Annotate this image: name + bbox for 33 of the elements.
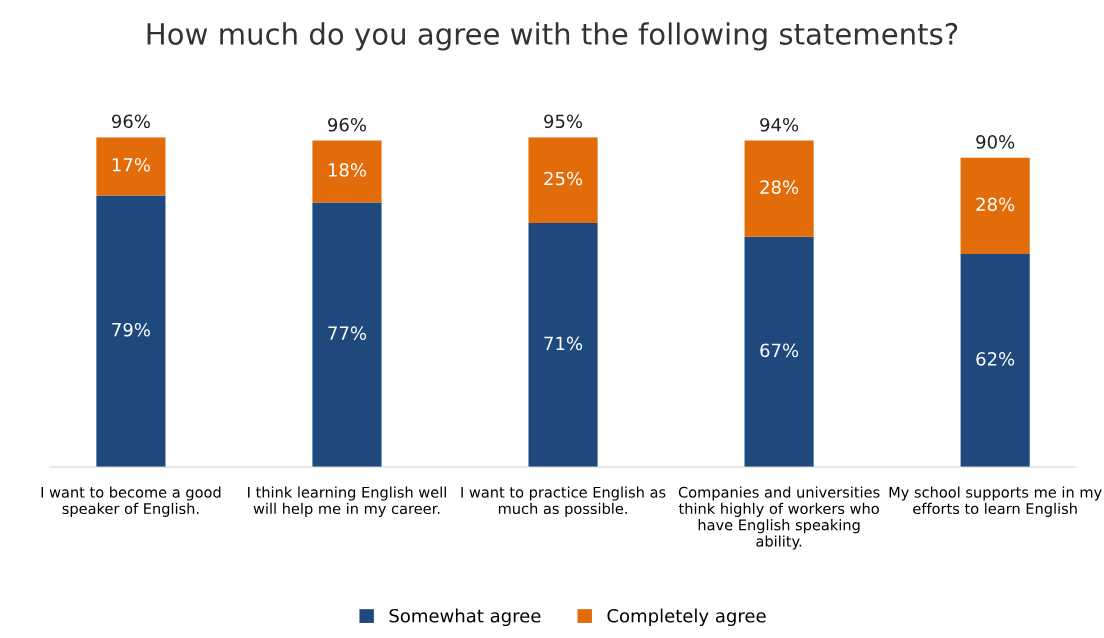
bar bbox=[312, 202, 382, 468]
data-label: 17% bbox=[112, 157, 150, 172]
data-label: 28% bbox=[760, 180, 799, 194]
total-label: 96% bbox=[328, 117, 367, 132]
bar bbox=[960, 253, 1030, 468]
bar bbox=[744, 140, 814, 237]
x-tick-label: Companies and universities think highly of workers who have English speaking ability. bbox=[678, 486, 880, 550]
total-label: 96% bbox=[111, 114, 150, 129]
data-label: 18% bbox=[328, 163, 367, 177]
legend-label: Somewhat agree bbox=[389, 608, 541, 627]
total-label: 90% bbox=[976, 135, 1015, 149]
total-label: 95% bbox=[544, 114, 583, 129]
bar bbox=[528, 137, 598, 224]
bar bbox=[528, 223, 598, 468]
x-tick-label: I think learning English well will help me in my career. bbox=[248, 486, 446, 517]
x-tick-label: My school supports me in my efforts to learn English bbox=[889, 486, 1102, 517]
legend-label: Completely agree bbox=[607, 608, 766, 627]
data-label: 25% bbox=[544, 171, 583, 186]
data-label: 28% bbox=[976, 197, 1015, 212]
data-label: 77% bbox=[328, 326, 367, 340]
chart-title: How much do you agree with the following statements? bbox=[147, 22, 958, 51]
data-label: 71% bbox=[544, 336, 583, 351]
data-label: 79% bbox=[112, 322, 150, 337]
bar bbox=[96, 137, 166, 196]
bar bbox=[744, 236, 814, 468]
bar bbox=[960, 157, 1030, 254]
x-tick-label: I want to become a good speaker of English. bbox=[41, 486, 221, 517]
bar bbox=[96, 195, 166, 468]
bar bbox=[312, 140, 382, 203]
total-label: 94% bbox=[760, 117, 799, 132]
data-label: 67% bbox=[760, 343, 799, 358]
x-tick-label: I want to practice English as much as possible. bbox=[461, 486, 666, 517]
data-label: 62% bbox=[976, 352, 1015, 366]
